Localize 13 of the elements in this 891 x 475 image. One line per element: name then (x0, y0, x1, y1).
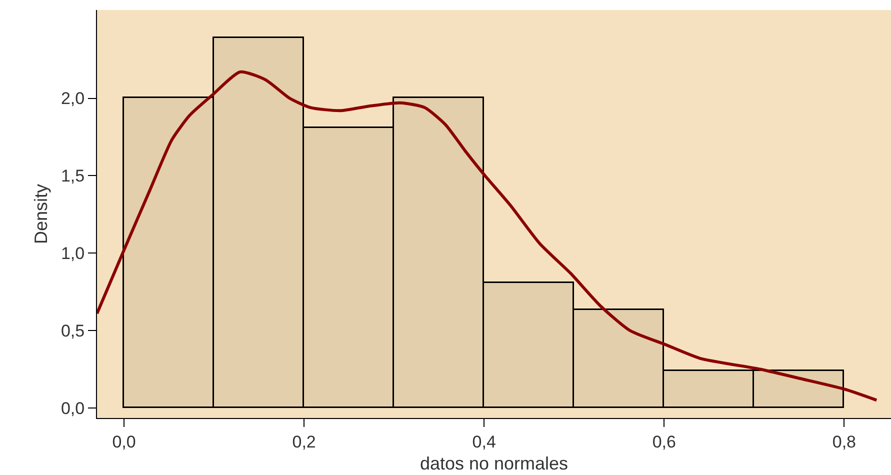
x-axis-title: datos no normales (420, 454, 568, 474)
x-tick-label: 0,6 (652, 432, 676, 452)
y-tick-label: 0,5 (60, 321, 85, 340)
y-tick-label: 0,0 (60, 398, 85, 418)
y-axis-title: Density (31, 184, 52, 244)
x-tick-label: 0,4 (472, 432, 496, 452)
x-tick-label: 0,2 (292, 432, 316, 452)
y-tick-label: 1,5 (60, 166, 85, 186)
x-tick-label: 0,0 (112, 432, 136, 452)
x-tick-label: 0,8 (832, 432, 856, 452)
line-series (97, 70, 878, 402)
y-tick-label: 2,0 (60, 89, 85, 108)
y-tick-label: 1,0 (60, 244, 85, 264)
